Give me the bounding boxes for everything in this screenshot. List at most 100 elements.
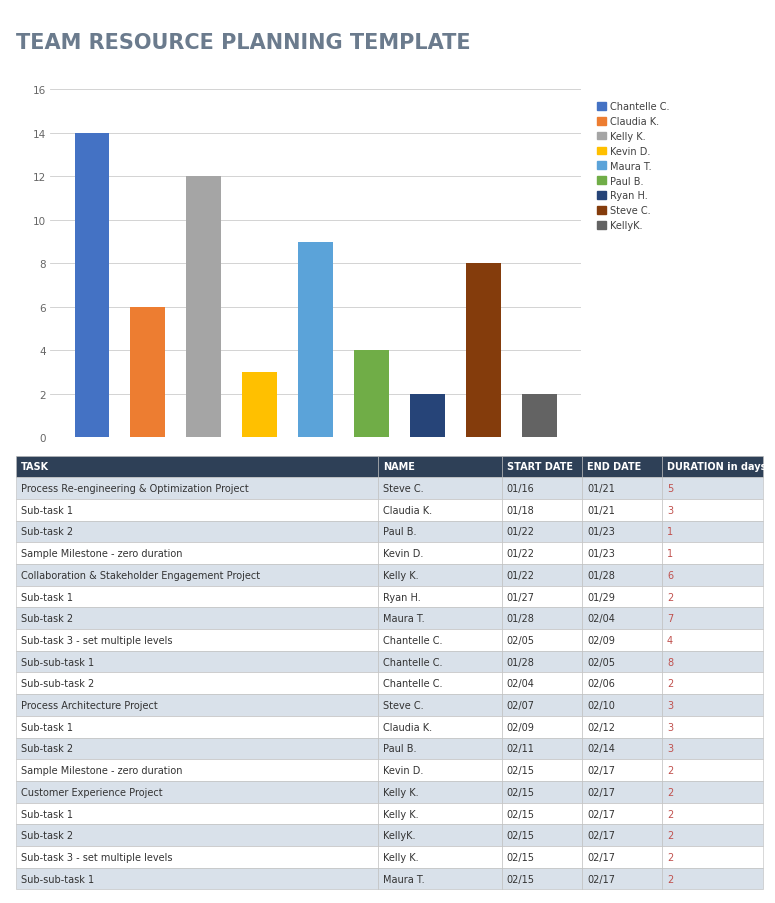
Text: 2: 2 xyxy=(667,787,673,797)
Text: 02/17: 02/17 xyxy=(587,808,615,819)
FancyBboxPatch shape xyxy=(662,738,763,759)
Text: START DATE: START DATE xyxy=(507,461,573,472)
Text: Kelly K.: Kelly K. xyxy=(384,787,419,797)
Text: Chantelle C.: Chantelle C. xyxy=(384,656,443,667)
Text: 01/28: 01/28 xyxy=(507,656,535,667)
Text: 01/23: 01/23 xyxy=(587,548,615,559)
Text: Claudia K.: Claudia K. xyxy=(384,721,432,732)
Text: 02/17: 02/17 xyxy=(587,873,615,884)
FancyBboxPatch shape xyxy=(582,824,662,846)
FancyBboxPatch shape xyxy=(16,499,378,521)
FancyBboxPatch shape xyxy=(582,673,662,694)
Text: 01/21: 01/21 xyxy=(587,505,615,516)
Text: 02/04: 02/04 xyxy=(587,613,615,624)
Text: 02/17: 02/17 xyxy=(587,830,615,841)
FancyBboxPatch shape xyxy=(662,716,763,738)
FancyBboxPatch shape xyxy=(501,629,582,651)
FancyBboxPatch shape xyxy=(662,521,763,543)
FancyBboxPatch shape xyxy=(16,456,378,478)
FancyBboxPatch shape xyxy=(582,456,662,478)
Text: 01/23: 01/23 xyxy=(587,526,615,537)
FancyBboxPatch shape xyxy=(582,868,662,889)
Text: 01/22: 01/22 xyxy=(507,548,535,559)
FancyBboxPatch shape xyxy=(378,824,501,846)
FancyBboxPatch shape xyxy=(501,499,582,521)
FancyBboxPatch shape xyxy=(582,586,662,608)
Text: DURATION in days: DURATION in days xyxy=(667,461,766,472)
FancyBboxPatch shape xyxy=(16,543,378,564)
Text: 02/15: 02/15 xyxy=(507,808,535,819)
FancyBboxPatch shape xyxy=(582,781,662,803)
FancyBboxPatch shape xyxy=(501,868,582,889)
Text: Sub-task 3 - set multiple levels: Sub-task 3 - set multiple levels xyxy=(21,852,172,862)
FancyBboxPatch shape xyxy=(662,629,763,651)
Text: Sub-task 2: Sub-task 2 xyxy=(21,743,73,754)
Bar xyxy=(298,242,333,438)
Text: 01/22: 01/22 xyxy=(507,570,535,581)
Text: 02/15: 02/15 xyxy=(507,852,535,862)
FancyBboxPatch shape xyxy=(582,716,662,738)
Bar xyxy=(187,177,221,438)
Text: Kelly K.: Kelly K. xyxy=(384,808,419,819)
Text: 8: 8 xyxy=(667,656,673,667)
Text: 02/12: 02/12 xyxy=(587,721,615,732)
FancyBboxPatch shape xyxy=(662,824,763,846)
FancyBboxPatch shape xyxy=(16,478,378,499)
FancyBboxPatch shape xyxy=(378,846,501,868)
FancyBboxPatch shape xyxy=(378,521,501,543)
Text: Kelly K.: Kelly K. xyxy=(384,852,419,862)
FancyBboxPatch shape xyxy=(662,868,763,889)
FancyBboxPatch shape xyxy=(501,824,582,846)
Text: 02/15: 02/15 xyxy=(507,765,535,776)
FancyBboxPatch shape xyxy=(378,868,501,889)
FancyBboxPatch shape xyxy=(662,608,763,629)
Text: TEAM RESOURCE PLANNING TEMPLATE: TEAM RESOURCE PLANNING TEMPLATE xyxy=(16,33,470,52)
Bar xyxy=(74,134,109,438)
FancyBboxPatch shape xyxy=(16,781,378,803)
FancyBboxPatch shape xyxy=(662,759,763,781)
FancyBboxPatch shape xyxy=(16,608,378,629)
FancyBboxPatch shape xyxy=(16,868,378,889)
Text: KellyK.: KellyK. xyxy=(384,830,416,841)
FancyBboxPatch shape xyxy=(582,543,662,564)
Text: Customer Experience Project: Customer Experience Project xyxy=(21,787,162,797)
Text: 2: 2 xyxy=(667,591,673,602)
Bar xyxy=(522,395,557,438)
Text: 1: 1 xyxy=(667,548,673,559)
FancyBboxPatch shape xyxy=(582,499,662,521)
Text: 01/29: 01/29 xyxy=(587,591,615,602)
Text: Maura T.: Maura T. xyxy=(384,873,425,884)
Text: 2: 2 xyxy=(667,873,673,884)
FancyBboxPatch shape xyxy=(16,694,378,716)
FancyBboxPatch shape xyxy=(662,651,763,673)
FancyBboxPatch shape xyxy=(582,629,662,651)
FancyBboxPatch shape xyxy=(501,759,582,781)
Text: TASK: TASK xyxy=(21,461,49,472)
FancyBboxPatch shape xyxy=(501,738,582,759)
FancyBboxPatch shape xyxy=(501,716,582,738)
FancyBboxPatch shape xyxy=(378,629,501,651)
FancyBboxPatch shape xyxy=(378,781,501,803)
Text: 02/09: 02/09 xyxy=(587,635,615,646)
FancyBboxPatch shape xyxy=(582,803,662,824)
Text: 3: 3 xyxy=(667,700,673,711)
Text: 02/10: 02/10 xyxy=(587,700,615,711)
Text: Sub-task 1: Sub-task 1 xyxy=(21,505,73,516)
Text: Paul B.: Paul B. xyxy=(384,526,417,537)
FancyBboxPatch shape xyxy=(662,499,763,521)
Text: NAME: NAME xyxy=(384,461,415,472)
Text: 2: 2 xyxy=(667,678,673,689)
FancyBboxPatch shape xyxy=(378,608,501,629)
Text: Kevin D.: Kevin D. xyxy=(384,765,424,776)
Text: 02/06: 02/06 xyxy=(587,678,615,689)
Text: 02/07: 02/07 xyxy=(507,700,535,711)
FancyBboxPatch shape xyxy=(582,846,662,868)
Text: Claudia K.: Claudia K. xyxy=(384,505,432,516)
FancyBboxPatch shape xyxy=(501,543,582,564)
Text: Kelly K.: Kelly K. xyxy=(384,570,419,581)
FancyBboxPatch shape xyxy=(582,738,662,759)
Text: Process Re-engineering & Optimization Project: Process Re-engineering & Optimization Pr… xyxy=(21,483,249,494)
Text: Ryan H.: Ryan H. xyxy=(384,591,421,602)
Text: Sub-task 1: Sub-task 1 xyxy=(21,591,73,602)
Text: 2: 2 xyxy=(667,852,673,862)
